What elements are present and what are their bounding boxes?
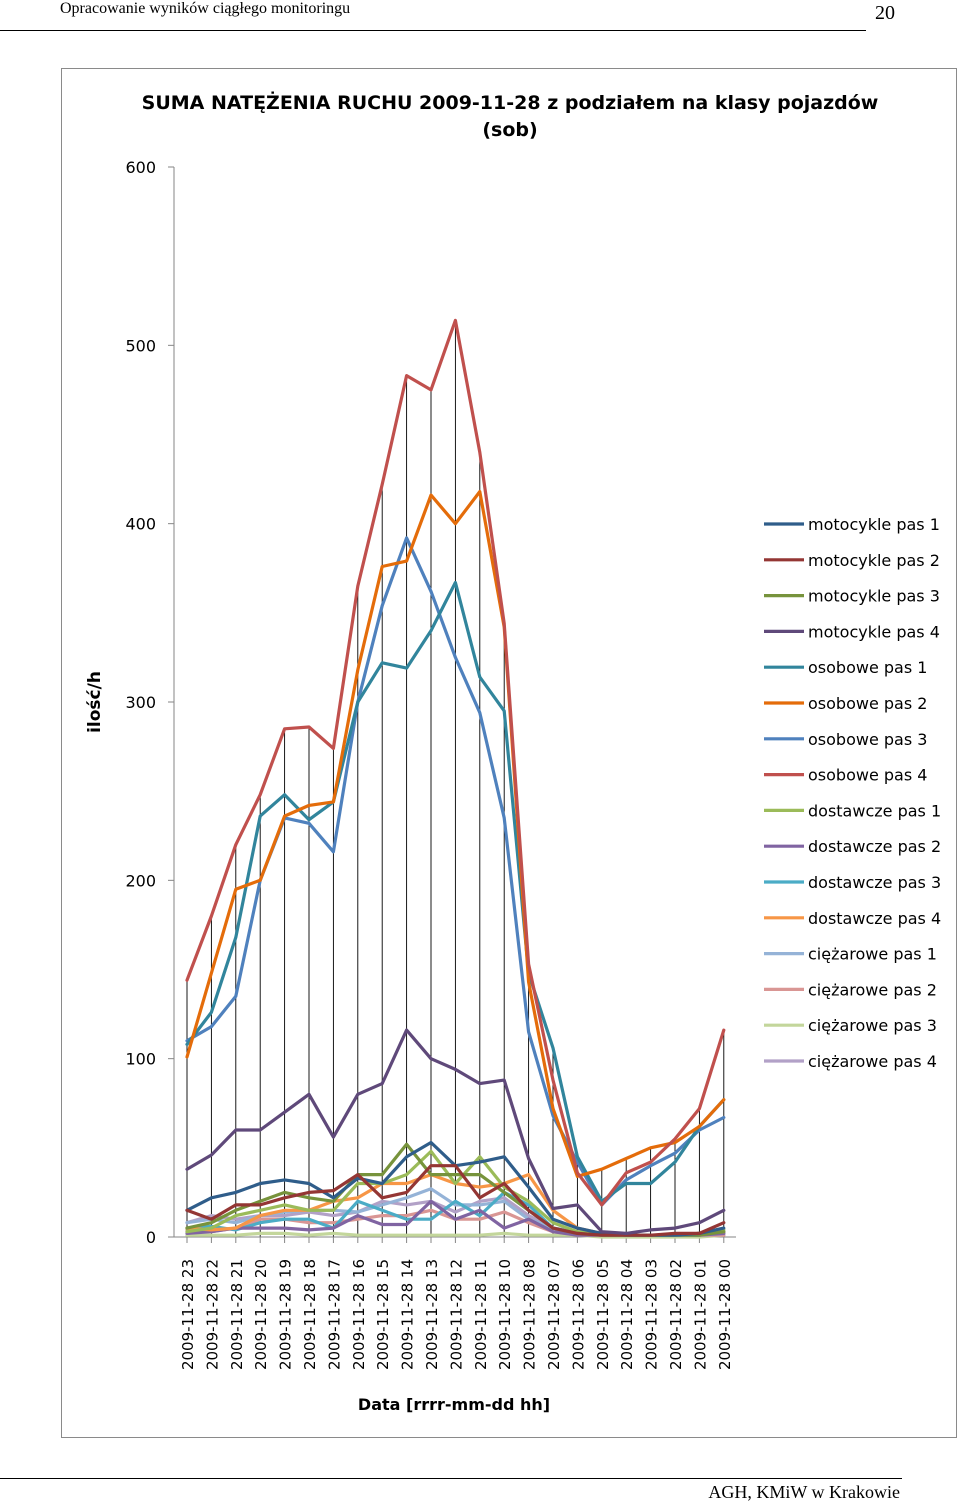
series-line xyxy=(185,1028,726,1236)
y-tick-label: 300 xyxy=(125,693,156,712)
legend-label: dostawcze pas 2 xyxy=(808,837,941,856)
y-tick-label: 600 xyxy=(125,158,156,177)
page-header-title: Opracowanie wyników ciągłego monitoringu xyxy=(60,0,351,17)
series-line xyxy=(185,580,726,1203)
x-tick-label: 2009-11-28 23 xyxy=(179,1259,197,1370)
x-tick-label: 2009-11-28 07 xyxy=(545,1259,563,1370)
x-tick-label: 2009-11-28 21 xyxy=(228,1259,246,1370)
y-tick-label: 0 xyxy=(146,1228,156,1247)
legend-label: osobowe pas 4 xyxy=(808,766,927,785)
chart-svg: SUMA NATĘŻENIA RUCHU 2009-11-28 z podzia… xyxy=(85,90,941,1414)
x-tick-label: 2009-11-28 03 xyxy=(643,1259,661,1370)
legend-label: ciężarowe pas 4 xyxy=(808,1052,937,1071)
legend-label: osobowe pas 1 xyxy=(808,658,927,677)
legend-label: osobowe pas 3 xyxy=(808,730,927,749)
legend-label: ciężarowe pas 2 xyxy=(808,980,937,999)
series-lines xyxy=(185,318,726,1239)
legend-label: ciężarowe pas 1 xyxy=(808,945,937,964)
legend-label: osobowe pas 2 xyxy=(808,694,927,713)
legend-label: motocykle pas 4 xyxy=(808,622,940,641)
y-axis-label: ilość/h xyxy=(85,671,105,733)
x-tick-label: 2009-11-28 00 xyxy=(716,1259,734,1370)
x-tick-label: 2009-11-28 08 xyxy=(521,1259,539,1370)
chart-subtitle: (sob) xyxy=(482,119,537,141)
y-tick-label: 400 xyxy=(125,515,156,534)
series-line xyxy=(185,318,726,1207)
y-tick-label: 200 xyxy=(125,871,156,890)
x-tick-label: 2009-11-28 14 xyxy=(399,1259,417,1370)
x-tick-label: 2009-11-28 17 xyxy=(325,1259,343,1370)
legend-label: motocykle pas 3 xyxy=(808,587,940,606)
x-tick-label: 2009-11-28 16 xyxy=(350,1259,368,1370)
x-tick-label: 2009-11-28 22 xyxy=(203,1259,221,1370)
footer-rule xyxy=(0,1478,902,1479)
x-tick-label: 2009-11-28 20 xyxy=(252,1259,270,1370)
x-tick-label: 2009-11-28 06 xyxy=(569,1259,587,1370)
x-tick-label: 2009-11-28 19 xyxy=(277,1259,295,1370)
chart-title: SUMA NATĘŻENIA RUCHU 2009-11-28 z podzia… xyxy=(142,90,879,114)
legend-label: ciężarowe pas 3 xyxy=(808,1016,937,1035)
series-line xyxy=(185,490,726,1179)
y-tick-label: 100 xyxy=(125,1050,156,1069)
legend-label: motocykle pas 1 xyxy=(808,515,940,534)
series-line xyxy=(185,1231,726,1239)
x-axis-label: Data [rrrr-mm-dd hh] xyxy=(358,1395,550,1414)
x-tick-label: 2009-11-28 04 xyxy=(618,1259,636,1370)
legend-label: motocykle pas 2 xyxy=(808,551,940,570)
x-tick-label: 2009-11-28 11 xyxy=(472,1259,490,1370)
x-tick-label: 2009-11-28 12 xyxy=(447,1259,465,1370)
x-tick-label: 2009-11-28 10 xyxy=(496,1259,514,1370)
x-tick-label: 2009-11-28 01 xyxy=(691,1259,709,1370)
header-rule xyxy=(0,30,866,31)
legend-label: dostawcze pas 3 xyxy=(808,873,941,892)
chart-axes: 0 100 200 300 400 500 600 2009-11-28 23 2009-11-… xyxy=(125,158,736,1370)
legend-label: dostawcze pas 4 xyxy=(808,909,941,928)
series-line xyxy=(185,1164,726,1237)
page-footer: AGH, KMiW w Krakowie xyxy=(708,1482,900,1502)
chart-frame: SUMA NATĘŻENIA RUCHU 2009-11-28 z podzia… xyxy=(61,68,957,1438)
x-tick-label: 2009-11-28 18 xyxy=(301,1259,319,1370)
x-tick-label: 2009-11-28 02 xyxy=(667,1259,685,1370)
x-tick-label: 2009-11-28 13 xyxy=(423,1259,441,1370)
y-tick-label: 500 xyxy=(125,336,156,355)
x-tick-label: 2009-11-28 05 xyxy=(594,1259,612,1370)
legend: motocykle pas 1 motocykle pas 2 motocykle … xyxy=(764,515,941,1071)
drop-lines xyxy=(186,320,725,1237)
page-number: 20 xyxy=(875,2,895,24)
x-tick-label: 2009-11-28 15 xyxy=(374,1259,392,1370)
legend-label: dostawcze pas 1 xyxy=(808,801,941,820)
